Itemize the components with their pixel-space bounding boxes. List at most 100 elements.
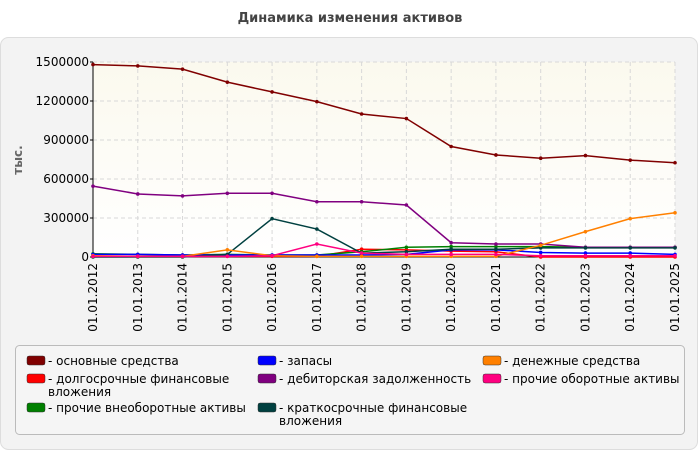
point	[315, 99, 319, 104]
x-tick-label: 01.01.2014	[176, 263, 190, 332]
point	[359, 251, 364, 255]
point	[583, 246, 588, 250]
x-tick-label: 01.01.2012	[86, 263, 100, 332]
point	[449, 247, 453, 251]
point	[494, 153, 498, 157]
point	[538, 246, 543, 250]
x-tick-label: 01.01.2015	[220, 263, 234, 332]
legend-swatch	[26, 402, 46, 413]
point	[404, 203, 409, 207]
y-tick-label: 1200000	[36, 94, 89, 108]
legend-swatch	[26, 355, 46, 366]
point	[673, 160, 677, 165]
point	[135, 254, 140, 259]
point	[404, 116, 409, 121]
point	[449, 240, 453, 245]
point	[359, 199, 364, 204]
point	[538, 250, 543, 255]
y-tick-label: 900000	[43, 133, 89, 147]
point	[225, 248, 230, 252]
legend-swatch	[257, 402, 277, 413]
legend-label: - дебиторская задолженность	[279, 372, 471, 386]
point	[359, 247, 364, 251]
point	[673, 211, 677, 215]
point	[583, 251, 588, 255]
point	[315, 199, 319, 204]
y-tick-label: 0	[81, 250, 89, 264]
point	[583, 229, 588, 234]
point	[225, 80, 230, 84]
point	[359, 112, 364, 116]
chart-title: Динамика изменения активов	[238, 11, 463, 26]
x-tick-label: 01.01.2022	[534, 263, 548, 332]
point	[180, 67, 185, 71]
x-tick-label: 01.01.2023	[578, 263, 592, 332]
legend-swatch	[26, 373, 46, 384]
point	[315, 227, 319, 231]
legend-label: - прочие внеоборотные активы	[48, 401, 246, 415]
point	[673, 246, 677, 250]
x-tick-label: 01.01.2021	[489, 263, 503, 332]
point	[583, 253, 588, 258]
point	[315, 242, 319, 246]
series-line	[92, 185, 675, 248]
legend-swatch	[482, 355, 502, 366]
y-axis-label: тыс.	[11, 145, 25, 174]
point	[494, 242, 498, 246]
y-tick-label: 600000	[43, 172, 89, 186]
point	[628, 246, 633, 250]
x-tick-label: 01.01.2013	[131, 263, 145, 332]
legend-label: - денежные средства	[504, 354, 640, 368]
point	[359, 254, 364, 259]
legend-label: - прочие оборотные активы	[504, 372, 680, 386]
point	[449, 244, 453, 249]
point	[628, 158, 633, 162]
y-tick-label: 1500000	[36, 55, 89, 69]
point	[225, 191, 230, 196]
point	[449, 252, 453, 257]
point	[91, 254, 95, 259]
point	[135, 64, 140, 68]
point	[180, 194, 185, 198]
point	[270, 191, 274, 196]
point	[494, 244, 498, 249]
legend-label: - краткосрочные финансовые вложения	[279, 401, 467, 428]
point	[494, 252, 498, 257]
point	[270, 253, 274, 258]
point	[538, 156, 543, 160]
legend-label: - долгосрочные финансовые вложения	[48, 372, 229, 399]
x-tick-label: 01.01.2025	[668, 263, 682, 332]
point	[673, 253, 677, 258]
point	[91, 184, 95, 188]
legend-swatch	[257, 355, 277, 366]
x-tick-label: 01.01.2017	[310, 263, 324, 332]
point	[628, 216, 633, 221]
point	[404, 250, 409, 254]
point	[538, 243, 543, 248]
point	[315, 254, 319, 259]
point	[449, 144, 453, 149]
point	[494, 247, 498, 251]
point	[270, 90, 274, 94]
x-tick-label: 01.01.2020	[444, 263, 458, 332]
point	[225, 254, 230, 259]
series-line	[93, 243, 675, 258]
point	[628, 253, 633, 258]
point	[270, 216, 274, 221]
point	[538, 253, 543, 258]
x-tick-label: 01.01.2018	[355, 263, 369, 332]
x-tick-label: 01.01.2019	[399, 263, 413, 332]
legend	[15, 345, 685, 435]
legend-label: - запасы	[279, 354, 332, 368]
point	[135, 192, 140, 196]
point	[180, 254, 185, 259]
x-tick-label: 01.01.2016	[265, 263, 279, 332]
x-tick-label: 01.01.2024	[623, 263, 637, 332]
point	[628, 251, 633, 255]
series-line	[92, 212, 676, 258]
legend-label: - основные средства	[48, 354, 179, 368]
point	[583, 153, 588, 158]
legend-swatch	[257, 373, 277, 384]
series-line	[92, 63, 676, 164]
